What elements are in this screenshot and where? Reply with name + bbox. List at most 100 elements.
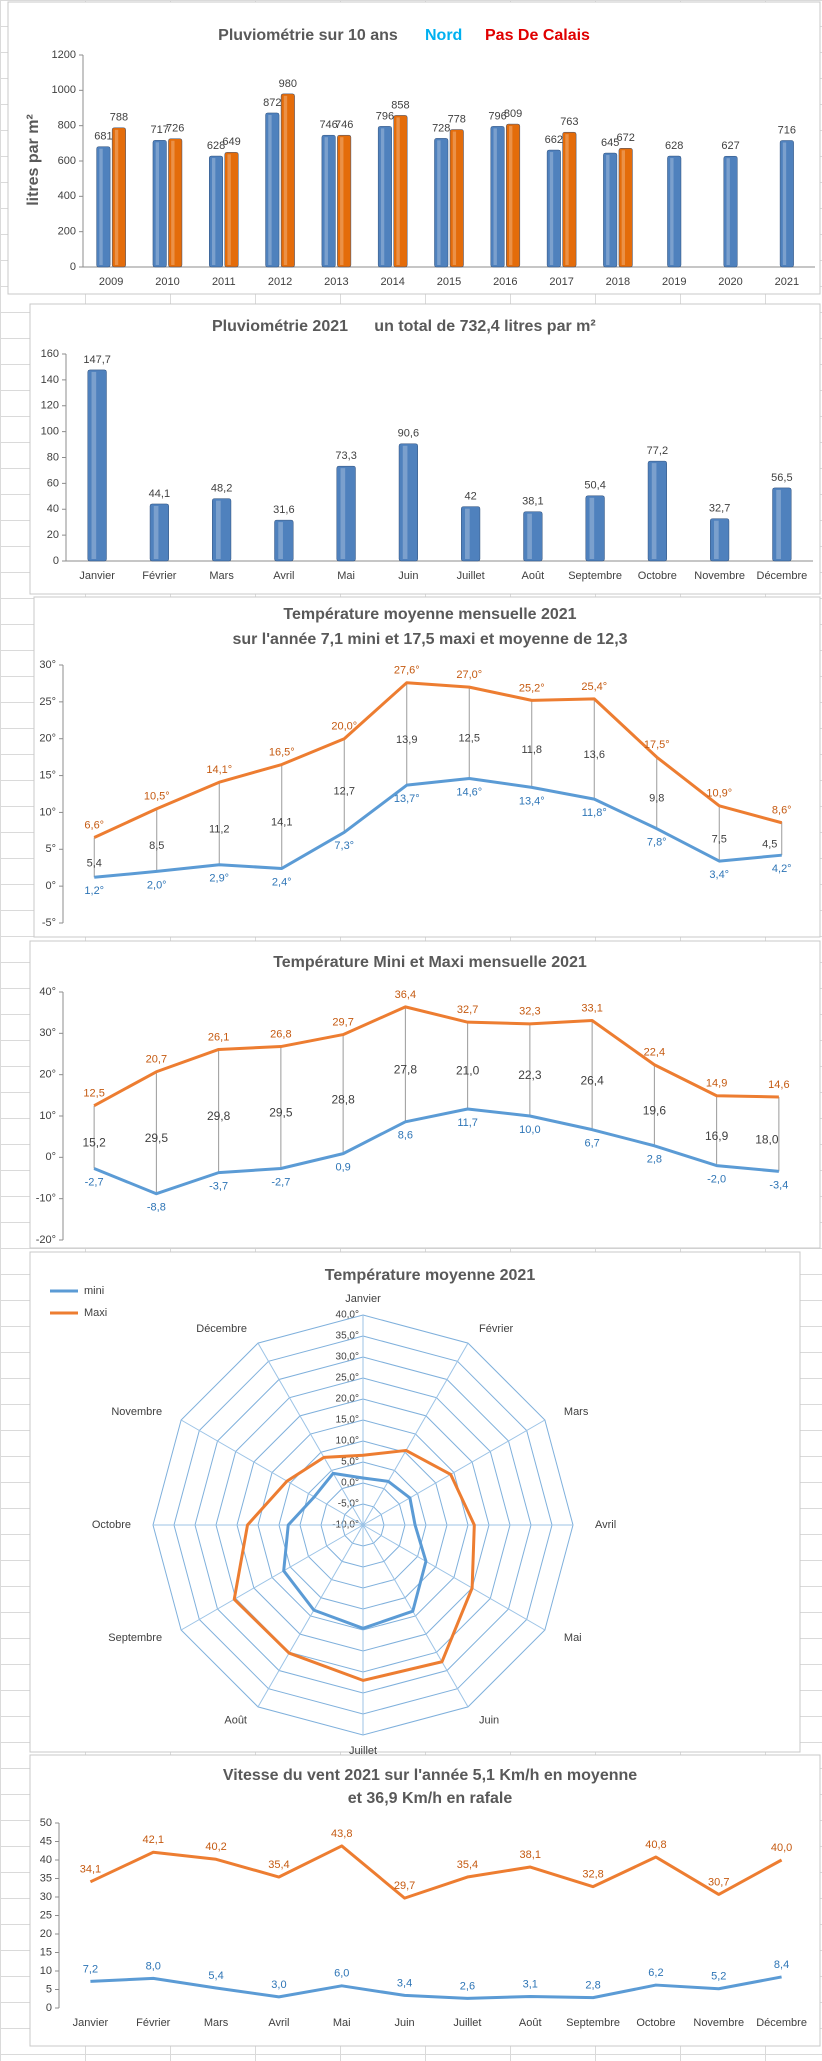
x-tick-label: Août bbox=[519, 2017, 542, 2029]
bar bbox=[212, 498, 232, 562]
bar-highlight bbox=[402, 445, 408, 559]
r-tick-label: 0,0° bbox=[341, 1478, 359, 1489]
radar-spoke bbox=[362, 1342, 469, 1526]
value-label: 0,9 bbox=[335, 1162, 350, 1174]
range-label: 7,5 bbox=[712, 833, 727, 845]
value-label: 3,4° bbox=[709, 869, 729, 881]
bar-highlight bbox=[509, 126, 513, 266]
bar bbox=[87, 369, 107, 562]
x-tick-label: Octobre bbox=[636, 2017, 675, 2029]
bar-highlight bbox=[565, 134, 569, 265]
bar-highlight bbox=[155, 142, 160, 265]
range-label: 18,0 bbox=[755, 1132, 779, 1146]
line bbox=[93, 681, 783, 839]
line bbox=[93, 1107, 780, 1196]
bar-highlight bbox=[437, 140, 441, 265]
category-label: Octobre bbox=[92, 1519, 131, 1531]
value-label: 36,4 bbox=[395, 989, 416, 1001]
value-label: 26,1 bbox=[208, 1031, 229, 1043]
r-tick-label: 40,0° bbox=[336, 1310, 359, 1321]
bar bbox=[723, 155, 738, 268]
value-label: 27,0° bbox=[456, 669, 482, 681]
y-tick-label: 140 bbox=[41, 374, 59, 386]
category-label: Juin bbox=[479, 1715, 499, 1727]
value-label: 40,8 bbox=[645, 1839, 666, 1851]
bar bbox=[224, 152, 239, 268]
chart-title: Température moyenne mensuelle 2021 bbox=[283, 606, 576, 623]
value-label: 90,6 bbox=[398, 428, 419, 440]
value-label: 56,5 bbox=[771, 472, 792, 484]
x-tick-label: Octobre bbox=[638, 570, 677, 582]
x-tick-label: Décembre bbox=[757, 570, 808, 582]
value-label: 1,2° bbox=[84, 885, 104, 897]
value-label: 728 bbox=[432, 122, 450, 134]
x-tick-label: 2013 bbox=[324, 276, 348, 288]
y-tick-label: -5° bbox=[42, 917, 56, 929]
value-label: 14,9 bbox=[706, 1078, 727, 1090]
chart-title: Température moyenne 2021 bbox=[325, 1267, 536, 1284]
bar bbox=[274, 519, 294, 562]
x-tick-label: Mars bbox=[204, 2017, 229, 2029]
x-tick-label: 2011 bbox=[212, 276, 236, 288]
x-tick-label: Mai bbox=[337, 570, 355, 582]
r-tick-label: 30,0° bbox=[336, 1352, 359, 1363]
value-label: 8,6° bbox=[772, 805, 792, 817]
x-tick-label: Janvier bbox=[73, 2017, 109, 2029]
value-label: 34,1 bbox=[80, 1864, 101, 1876]
value-label: 13,7° bbox=[394, 793, 420, 805]
value-label: 38,1 bbox=[522, 496, 543, 508]
value-label: 20,0° bbox=[331, 721, 357, 733]
category-label: Février bbox=[479, 1323, 514, 1335]
value-label: 809 bbox=[504, 108, 522, 120]
value-label: 50,4 bbox=[584, 480, 605, 492]
bar-highlight bbox=[527, 513, 532, 559]
value-label: 3,1 bbox=[523, 1978, 538, 1990]
value-label: -2,7 bbox=[271, 1176, 290, 1188]
range-label: 8,5 bbox=[149, 840, 164, 852]
bar bbox=[377, 126, 392, 268]
value-label: 662 bbox=[545, 134, 563, 146]
x-tick-label: Septembre bbox=[568, 570, 622, 582]
value-label: 726 bbox=[166, 123, 184, 135]
value-label: -3,4 bbox=[769, 1179, 788, 1191]
value-label: 716 bbox=[778, 124, 796, 136]
line bbox=[90, 1975, 782, 2000]
value-label: 33,1 bbox=[581, 1002, 602, 1014]
range-label: 27,8 bbox=[394, 1063, 418, 1077]
y-tick-label: 400 bbox=[58, 190, 76, 202]
y-tick-label: 200 bbox=[58, 226, 76, 238]
y-tick-label: 10° bbox=[39, 806, 56, 818]
bar bbox=[562, 131, 577, 268]
value-label: 6,6° bbox=[84, 819, 104, 831]
radar-spoke bbox=[362, 1524, 546, 1631]
value-label: 717 bbox=[151, 124, 169, 136]
y-tick-label: 100 bbox=[41, 426, 59, 438]
y-tick-label: 600 bbox=[58, 155, 76, 167]
y-tick-label: 0° bbox=[45, 880, 56, 892]
panel bbox=[29, 303, 821, 595]
y-tick-label: 30 bbox=[40, 1891, 52, 1903]
line bbox=[94, 777, 782, 879]
value-label: 2,8 bbox=[585, 1980, 600, 1992]
r-tick-label: 5,0° bbox=[341, 1457, 359, 1468]
y-tick-label: 50 bbox=[40, 1817, 52, 1829]
range-label: 13,9 bbox=[396, 734, 417, 746]
value-label: 73,3 bbox=[335, 450, 356, 462]
legend-entry: Nord bbox=[425, 27, 462, 44]
bar-highlight bbox=[589, 497, 595, 559]
x-tick-label: Mars bbox=[209, 570, 234, 582]
value-label: 6,7 bbox=[584, 1138, 599, 1150]
value-label: 8,6 bbox=[398, 1130, 413, 1142]
value-label: 3,0 bbox=[271, 1979, 286, 1991]
y-tick-label: 20 bbox=[40, 1928, 52, 1940]
bar-highlight bbox=[171, 140, 175, 265]
bar-highlight bbox=[99, 148, 103, 265]
bar-highlight bbox=[396, 117, 400, 265]
x-tick-label: 2020 bbox=[718, 276, 742, 288]
value-label: 14,6 bbox=[768, 1079, 789, 1091]
value-label: 980 bbox=[279, 78, 297, 90]
x-tick-label: 2019 bbox=[662, 276, 686, 288]
bar-highlight bbox=[153, 505, 159, 559]
value-label: 6,2 bbox=[648, 1967, 663, 1979]
